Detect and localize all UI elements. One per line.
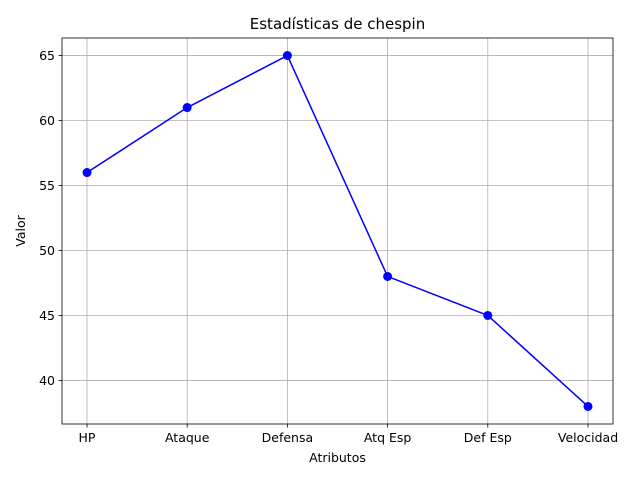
- x-tick-label: Def Esp: [464, 430, 512, 445]
- y-tick-label: 40: [39, 373, 55, 388]
- y-axis-ticks: 40 45 50 55 60 65: [39, 48, 62, 388]
- y-gridlines: [62, 55, 613, 381]
- data-point: [483, 310, 493, 320]
- y-tick-label: 50: [39, 243, 55, 258]
- x-tick-label: Velocidad: [558, 430, 618, 445]
- x-tick-label: Ataque: [165, 430, 210, 445]
- series-line: [86, 54, 589, 408]
- x-axis-label: Atributos: [309, 450, 366, 465]
- x-gridlines: [86, 38, 589, 424]
- data-point: [383, 271, 393, 281]
- data-point: [282, 51, 292, 61]
- y-tick-label: 55: [39, 178, 55, 193]
- x-tick-label: HP: [79, 430, 96, 445]
- data-point: [583, 401, 593, 411]
- y-tick-label: 60: [39, 113, 55, 128]
- plot-background: [62, 38, 613, 424]
- series-layer: [82, 51, 593, 411]
- y-tick-label: 45: [39, 308, 55, 323]
- y-axis-label: Valor: [13, 214, 28, 246]
- y-tick-label: 65: [39, 48, 55, 63]
- chart-title: Estadísticas de chespin: [250, 15, 425, 33]
- x-tick-label: Defensa: [262, 430, 314, 445]
- x-tick-label: Atq Esp: [364, 430, 412, 445]
- x-axis-ticks: HP Ataque Defensa Atq Esp Def Esp Velocidad: [79, 424, 618, 445]
- data-point: [182, 103, 192, 113]
- plot-frame: [61, 37, 614, 425]
- data-point: [82, 168, 92, 178]
